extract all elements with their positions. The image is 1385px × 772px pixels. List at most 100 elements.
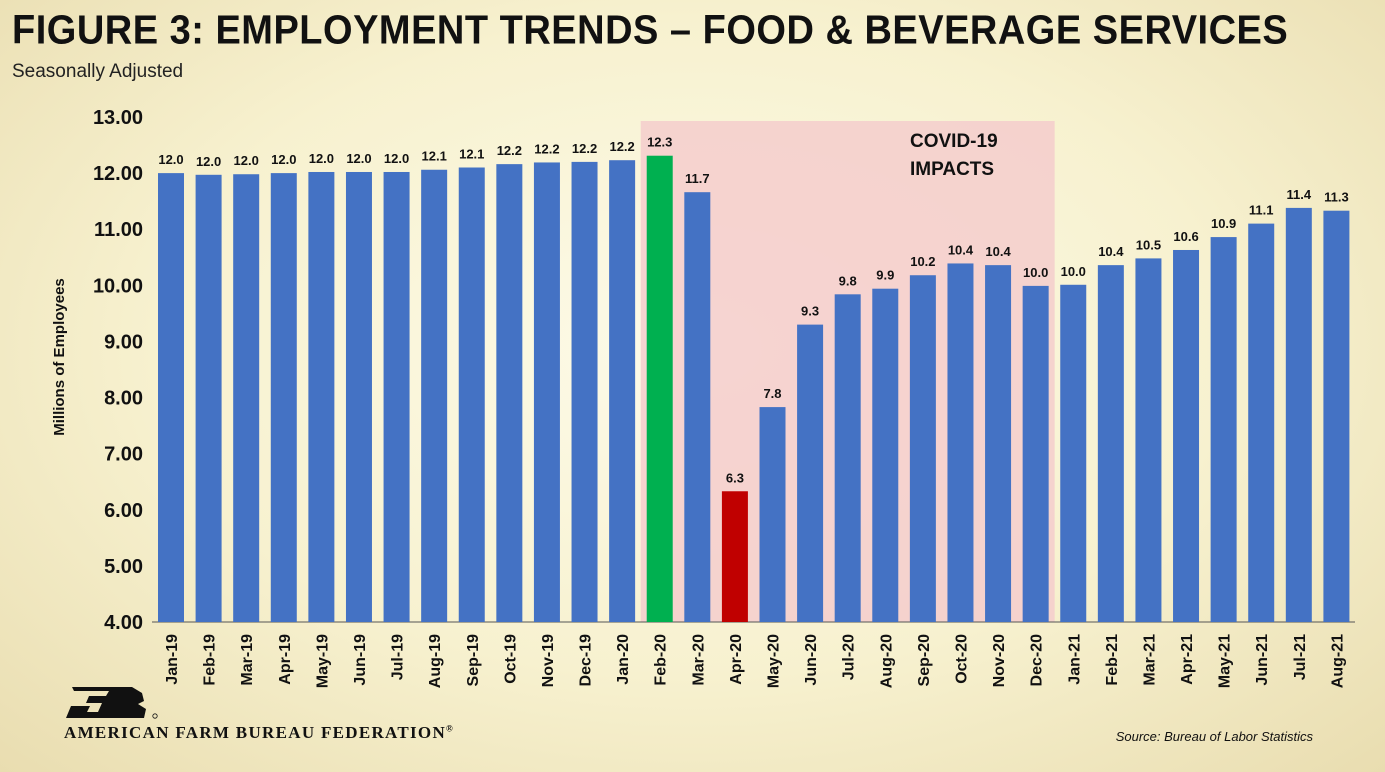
bar: [609, 160, 636, 622]
data-label: 9.3: [801, 304, 819, 319]
bar: [308, 171, 335, 622]
bar: [158, 173, 184, 622]
data-label-layer: 12.0 12.0 12.0 12.0 12.0 12.0 12.0 12.1 12.1 12.2…: [158, 135, 1348, 486]
bar: [797, 324, 824, 622]
tick-label-layer: Jan-19 Feb-19 Mar-19 Apr-19 May-19 Jun-19 Jul-…: [164, 634, 1346, 688]
bar: [834, 294, 861, 622]
y-tick-label: 4.00: [104, 612, 143, 634]
data-label: 10.2: [910, 254, 935, 269]
data-label: 12.1: [459, 147, 484, 162]
x-tick-label: Sep-20: [916, 634, 933, 687]
data-label: 12.0: [271, 152, 296, 167]
x-tick-label: Feb-19: [202, 634, 219, 686]
y-tick-label: 6.00: [104, 500, 143, 522]
x-tick-label: Dec-19: [578, 634, 595, 687]
bar: [458, 167, 485, 622]
bar: [533, 162, 560, 622]
x-tick-label: Apr-21: [1179, 634, 1196, 685]
chart-title: FIGURE 3: EMPLOYMENT TRENDS – FOOD & BEV…: [12, 8, 1289, 54]
x-tick-label: Nov-20: [991, 634, 1008, 687]
data-label: 12.2: [609, 139, 634, 154]
bar: [270, 173, 297, 622]
data-label: 11.4: [1287, 187, 1312, 202]
data-label: 7.8: [763, 386, 781, 401]
x-tick-label: Jan-20: [615, 634, 632, 685]
data-label: 10.9: [1211, 216, 1236, 231]
x-tick-label: Mar-19: [239, 634, 256, 686]
y-tick-label: 7.00: [104, 444, 143, 466]
data-label: 12.3: [647, 135, 672, 150]
x-tick-label: May-20: [766, 634, 783, 688]
bar: [759, 407, 786, 622]
bar: [721, 491, 748, 622]
bar: [1022, 285, 1049, 622]
bar: [233, 174, 260, 622]
bar: [1285, 207, 1312, 622]
x-tick-label: Jan-21: [1066, 634, 1083, 685]
y-axis-title: Millions of Employees: [51, 278, 68, 436]
data-label: 12.2: [572, 141, 597, 156]
data-label: 12.0: [196, 154, 221, 169]
x-tick-label: May-21: [1217, 634, 1234, 688]
x-tick-label: Apr-19: [277, 634, 294, 685]
data-label: 6.3: [726, 470, 744, 485]
bar: [571, 161, 598, 622]
data-label: 10.6: [1173, 229, 1198, 244]
x-tick-label: Oct-19: [502, 634, 519, 684]
covid-annotation-line: COVID-19: [910, 131, 998, 152]
data-label: 12.0: [158, 152, 183, 167]
x-tick-label: Feb-20: [653, 634, 670, 686]
bar: [684, 192, 711, 622]
y-tick-label: 12.00: [93, 163, 143, 185]
source-note: Source: Bureau of Labor Statistics: [1115, 729, 1313, 744]
data-label: 12.0: [346, 151, 371, 166]
bar-layer: [158, 155, 1350, 623]
data-label: 9.9: [876, 268, 894, 283]
chart-subtitle: Seasonally Adjusted: [12, 61, 184, 82]
bar: [872, 288, 899, 622]
bar: [985, 265, 1012, 622]
y-tick-label: 8.00: [104, 388, 143, 410]
bar: [496, 164, 523, 622]
data-label: 12.1: [422, 149, 447, 164]
bar: [1323, 210, 1350, 622]
data-label: 12.2: [497, 143, 522, 158]
covid-annotation-line: IMPACTS: [910, 159, 994, 180]
bar: [421, 169, 448, 622]
data-label: 10.4: [985, 244, 1011, 259]
x-tick-label: Jul-19: [390, 634, 407, 680]
data-label: 11.3: [1324, 190, 1349, 205]
bar: [1173, 249, 1200, 622]
x-tick-label: Jun-21: [1254, 634, 1271, 686]
farm-bureau-logo: [62, 685, 162, 726]
data-label: 10.4: [948, 242, 974, 257]
x-tick-label: May-19: [314, 634, 331, 688]
data-label: 10.5: [1136, 237, 1161, 252]
bar: [1135, 258, 1162, 622]
y-tick-label: 11.00: [94, 219, 143, 241]
x-tick-label: Apr-20: [728, 634, 745, 685]
y-tick-label: 10.00: [93, 275, 143, 297]
bar: [947, 263, 974, 622]
bar: [195, 174, 222, 623]
fb-logo-icon: [66, 687, 158, 719]
bar: [345, 171, 372, 622]
y-tick-label: 13.00: [93, 107, 143, 129]
data-label: 9.8: [839, 273, 857, 288]
organization-name-text: AMERICAN FARM BUREAU FEDERATION: [64, 723, 447, 742]
data-label: 10.4: [1098, 244, 1124, 259]
bar: [1097, 265, 1124, 622]
bar: [1060, 284, 1087, 622]
x-tick-label: Jun-19: [352, 634, 369, 686]
registered-mark: ®: [446, 723, 455, 734]
bar: [1248, 223, 1275, 622]
x-tick-label: Jan-19: [164, 634, 181, 685]
data-label: 12.0: [234, 153, 259, 168]
bar: [646, 155, 673, 622]
bar: [383, 171, 410, 622]
data-label: 11.7: [685, 171, 710, 186]
x-tick-label: Jul-21: [1292, 634, 1309, 680]
data-label: 12.0: [309, 151, 334, 166]
x-tick-label: Jul-20: [841, 634, 858, 680]
